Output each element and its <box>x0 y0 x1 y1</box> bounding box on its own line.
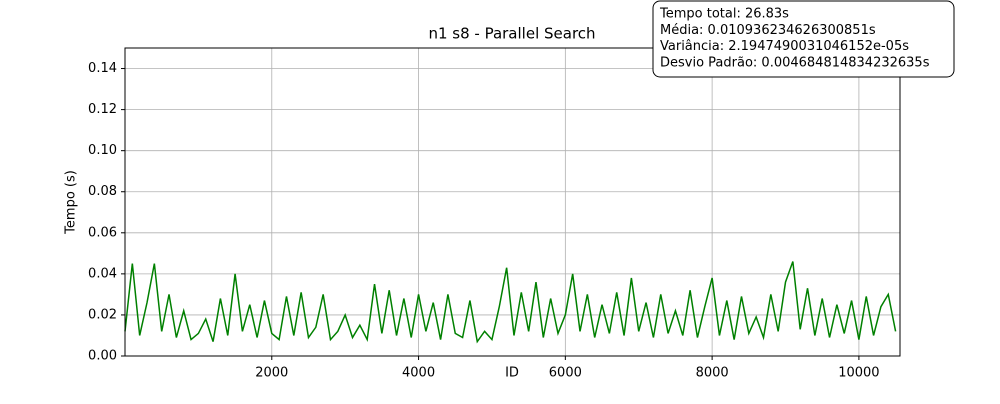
annotation-line: Variância: 2.1947490031046152e-05s <box>660 39 909 54</box>
y-tick-label: 0.06 <box>88 225 117 240</box>
x-axis-label: ID <box>505 366 519 381</box>
y-tick-label: 0.04 <box>88 266 117 281</box>
x-tick-label: 8000 <box>696 366 729 381</box>
y-tick-label: 0.08 <box>88 184 117 199</box>
annotation-line: Média: 0.010936234626300851s <box>660 23 876 38</box>
annotation-frame <box>652 0 955 78</box>
x-tick-label: 6000 <box>549 366 582 381</box>
data-line <box>124 261 897 344</box>
plot-frame <box>124 47 901 357</box>
x-tick-label: 10000 <box>838 366 879 381</box>
y-tick-label: 0.12 <box>88 102 117 117</box>
annotation-line: Tempo total: 26.83s <box>659 7 789 22</box>
y-axis-label: Tempo (s) <box>64 170 79 235</box>
y-tick-label: 0.10 <box>88 143 117 158</box>
y-tick-label: 0.14 <box>88 61 117 76</box>
chart-title: n1 s8 - Parallel Search <box>428 25 595 43</box>
y-tick-label: 0.00 <box>88 349 117 364</box>
x-tick-label: 4000 <box>402 366 435 381</box>
y-tick-label: 0.02 <box>88 307 117 322</box>
annotation-line: Desvio Padrão: 0.004684814834232635s <box>660 55 930 70</box>
x-tick-label: 2000 <box>255 366 288 381</box>
